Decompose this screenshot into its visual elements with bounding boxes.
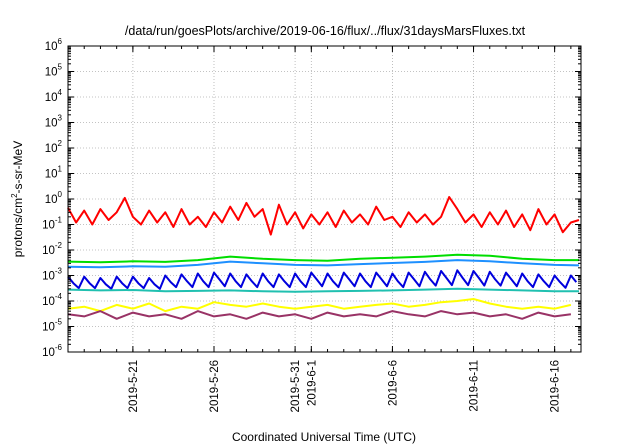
y-axis-label-base: protons/cm: [11, 198, 25, 257]
series-line: [67, 269, 578, 290]
y-tick-label: 105: [45, 63, 63, 79]
y-axis-label: protons/cm2-s-sr-MeV: [10, 141, 25, 257]
y-tick-label: 103: [45, 114, 63, 130]
y-tick-label: 102: [45, 139, 63, 155]
y-tick-label: 104: [45, 88, 63, 104]
y-tick-label: 100: [45, 190, 63, 206]
chart-title: /data/run/goesPlots/archive/2019-06-16/f…: [125, 24, 526, 38]
y-tick-label: 10-4: [42, 292, 62, 308]
x-axis-label: Coordinated Universal Time (UTC): [232, 430, 416, 444]
axis-ticks: [67, 45, 581, 353]
series-line: [67, 259, 580, 269]
series-line: [67, 196, 580, 236]
y-tick-label: 106: [45, 37, 63, 53]
y-tick-label: 10-5: [42, 318, 62, 334]
x-tick-label: 2019-6-11: [469, 360, 481, 412]
grid: [68, 46, 581, 352]
y-tick-label: 10-2: [42, 241, 62, 257]
series-line: [67, 253, 579, 264]
y-axis-label-unit: -s-sr-MeV: [11, 141, 25, 194]
y-tick-label: 10-3: [42, 267, 62, 283]
y-axis-label-sup: 2: [10, 193, 19, 198]
series-line: [67, 287, 579, 293]
y-tick-label: 10-6: [42, 343, 62, 359]
x-tick-labels: 2019-5-21 2019-5-26 2019-5-31 2019-6-1 2019-…: [128, 360, 562, 412]
series-line: [67, 310, 572, 320]
x-tick-label: 2019-6-6: [387, 360, 399, 406]
series-layer: [67, 196, 580, 320]
x-tick-label: 2019-5-21: [128, 360, 140, 412]
y-tick-label: 10-1: [42, 216, 62, 232]
y-tick-label: 101: [45, 165, 63, 181]
y-tick-labels: 10-6 10-5 10-4 10-3 10-2 10-1 100 101 102 103 104 1…: [42, 37, 62, 359]
series-line: [67, 298, 572, 313]
x-tick-label: 2019-6-1: [306, 360, 318, 406]
x-tick-label: 2019-6-16: [550, 360, 562, 412]
x-tick-label: 2019-5-26: [209, 360, 221, 412]
x-tick-label: 2019-5-31: [290, 360, 302, 412]
